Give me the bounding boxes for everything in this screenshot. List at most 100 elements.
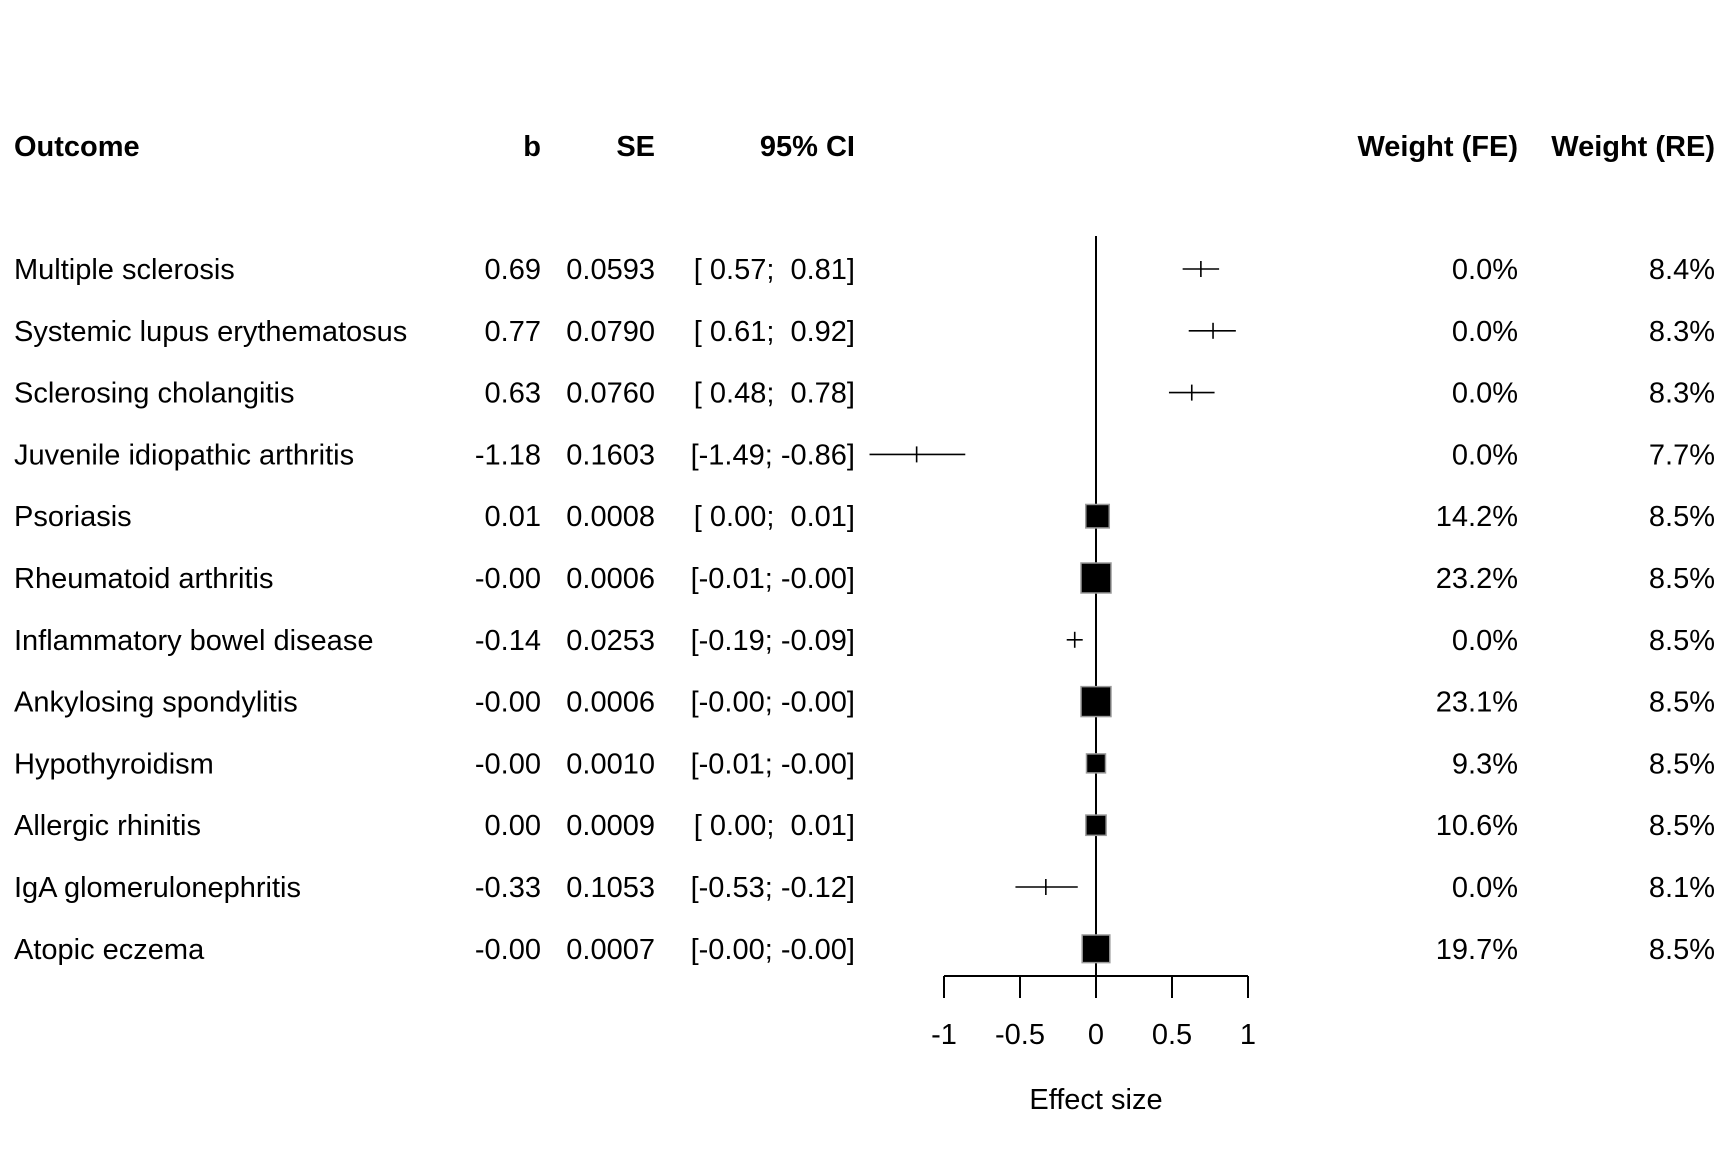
- cell-weight-fe: 0.0%: [1452, 625, 1518, 657]
- cell-b: -1.18: [475, 439, 541, 471]
- cell-weight-re: 8.5%: [1649, 810, 1715, 842]
- table-rows: Multiple sclerosis 0.69 0.0593 [ 0.57; 0.81…: [14, 254, 1715, 966]
- cell-ci: [ 0.57; 0.81]: [694, 254, 855, 286]
- cell-b: 0.01: [485, 501, 541, 533]
- cell-weight-re: 8.5%: [1649, 563, 1715, 595]
- forest-mark: [1085, 503, 1111, 529]
- weight-square: [1080, 562, 1112, 594]
- cell-ci: [-0.01; -0.00]: [691, 563, 855, 595]
- cell-weight-fe: 9.3%: [1452, 748, 1518, 780]
- cell-b: -0.00: [475, 563, 541, 595]
- weight-square: [1085, 503, 1111, 529]
- table-row: Multiple sclerosis 0.69 0.0593 [ 0.57; 0.81…: [14, 254, 1715, 286]
- table-row: Allergic rhinitis 0.00 0.0009 [ 0.00; 0.01]…: [14, 810, 1715, 842]
- x-tick-label: -0.5: [995, 1019, 1045, 1051]
- forest-mark: [1066, 631, 1083, 648]
- cell-b: 0.77: [485, 316, 541, 348]
- cell-ci: [ 0.48; 0.78]: [694, 378, 855, 410]
- table-row: Psoriasis 0.01 0.0008 [ 0.00; 0.01] 14.2% 8.5…: [14, 501, 1715, 533]
- cell-outcome: Atopic eczema: [14, 934, 205, 966]
- cell-weight-re: 8.5%: [1649, 687, 1715, 719]
- forest-mark: [1188, 322, 1236, 339]
- cell-outcome: Ankylosing spondylitis: [14, 687, 298, 719]
- cell-weight-fe: 23.1%: [1436, 687, 1518, 719]
- column-headers: Outcome b SE 95% CI Weight (FE) Weight (…: [14, 131, 1715, 163]
- forest-mark: [1085, 814, 1107, 837]
- cell-se: 0.0253: [566, 625, 655, 657]
- cell-ci: [-0.53; -0.12]: [691, 872, 855, 904]
- cell-weight-fe: 0.0%: [1452, 254, 1518, 286]
- cell-ci: [-0.01; -0.00]: [691, 748, 855, 780]
- cell-weight-fe: 0.0%: [1452, 439, 1518, 471]
- forest-mark: [1182, 261, 1220, 277]
- forest-mark: [1081, 934, 1111, 964]
- cell-ci: [ 0.61; 0.92]: [694, 316, 855, 348]
- cell-b: 0.63: [485, 378, 541, 410]
- cell-b: 0.00: [485, 810, 541, 842]
- table-row: Hypothyroidism -0.00 0.0010 [-0.01; -0.00] 9…: [14, 748, 1715, 780]
- cell-outcome: Hypothyroidism: [14, 748, 214, 780]
- cell-outcome: Psoriasis: [14, 501, 132, 533]
- cell-weight-re: 7.7%: [1649, 439, 1715, 471]
- table-row: Inflammatory bowel disease -0.14 0.0253 [-0…: [14, 625, 1715, 657]
- cell-se: 0.1053: [566, 872, 655, 904]
- cell-ci: [-1.49; -0.86]: [691, 439, 855, 471]
- cell-outcome: Multiple sclerosis: [14, 254, 235, 286]
- x-tick-label: 0.5: [1152, 1019, 1192, 1051]
- cell-outcome: Juvenile idiopathic arthritis: [14, 439, 354, 471]
- forest-mark: [1080, 685, 1112, 718]
- cell-weight-fe: 19.7%: [1436, 934, 1518, 966]
- table-row: Rheumatoid arthritis -0.00 0.0006 [-0.01; -…: [14, 563, 1715, 595]
- cell-ci: [-0.00; -0.00]: [691, 934, 855, 966]
- header-weight-fe: Weight (FE): [1357, 131, 1518, 163]
- cell-se: 0.0593: [566, 254, 655, 286]
- forest-mark: [1085, 753, 1107, 774]
- cell-se: 0.1603: [566, 439, 655, 471]
- weight-square: [1085, 814, 1107, 837]
- cell-b: -0.00: [475, 748, 541, 780]
- header-ci: 95% CI: [760, 131, 855, 163]
- table-row: Systemic lupus erythematosus 0.77 0.0790 [ …: [14, 316, 1715, 348]
- cell-weight-fe: 0.0%: [1452, 872, 1518, 904]
- x-tick-label: 0: [1088, 1019, 1104, 1051]
- x-axis-title: Effect size: [1029, 1084, 1162, 1116]
- cell-weight-re: 8.1%: [1649, 872, 1715, 904]
- cell-weight-re: 8.3%: [1649, 316, 1715, 348]
- weight-square: [1081, 934, 1111, 964]
- weight-square: [1085, 753, 1107, 774]
- table-row: Sclerosing cholangitis 0.63 0.0760 [ 0.48; …: [14, 378, 1715, 410]
- cell-weight-re: 8.5%: [1649, 934, 1715, 966]
- header-b: b: [523, 131, 541, 163]
- cell-weight-fe: 10.6%: [1436, 810, 1518, 842]
- cell-ci: [ 0.00; 0.01]: [694, 810, 855, 842]
- cell-outcome: Inflammatory bowel disease: [14, 625, 373, 657]
- header-outcome: Outcome: [14, 131, 140, 163]
- cell-weight-fe: 0.0%: [1452, 316, 1518, 348]
- cell-outcome: Allergic rhinitis: [14, 810, 201, 842]
- cell-se: 0.0760: [566, 378, 655, 410]
- cell-se: 0.0790: [566, 316, 655, 348]
- cell-outcome: Systemic lupus erythematosus: [14, 316, 407, 348]
- cell-se: 0.0006: [566, 687, 655, 719]
- table-row: Atopic eczema -0.00 0.0007 [-0.00; -0.00] 19…: [14, 934, 1715, 966]
- weight-square: [1080, 685, 1112, 718]
- forest-mark: [1015, 879, 1078, 895]
- x-axis: -1 -0.5 0 0.5 1 Effect size: [931, 975, 1256, 1116]
- cell-se: 0.0008: [566, 501, 655, 533]
- table-row: IgA glomerulonephritis -0.33 0.1053 [-0.53;…: [14, 872, 1715, 904]
- cell-outcome: Rheumatoid arthritis: [14, 563, 274, 595]
- cell-b: 0.69: [485, 254, 541, 286]
- x-tick-label: -1: [931, 1019, 957, 1051]
- cell-weight-fe: 23.2%: [1436, 563, 1518, 595]
- cell-se: 0.0006: [566, 563, 655, 595]
- cell-b: -0.14: [475, 625, 541, 657]
- cell-weight-re: 8.5%: [1649, 748, 1715, 780]
- cell-weight-re: 8.3%: [1649, 378, 1715, 410]
- cell-b: -0.00: [475, 934, 541, 966]
- cell-ci: [ 0.00; 0.01]: [694, 501, 855, 533]
- table-row: Juvenile idiopathic arthritis -1.18 0.1603…: [14, 439, 1715, 471]
- cell-b: -0.33: [475, 872, 541, 904]
- cell-ci: [-0.19; -0.09]: [691, 625, 855, 657]
- forest-mark: [869, 446, 966, 463]
- cell-ci: [-0.00; -0.00]: [691, 687, 855, 719]
